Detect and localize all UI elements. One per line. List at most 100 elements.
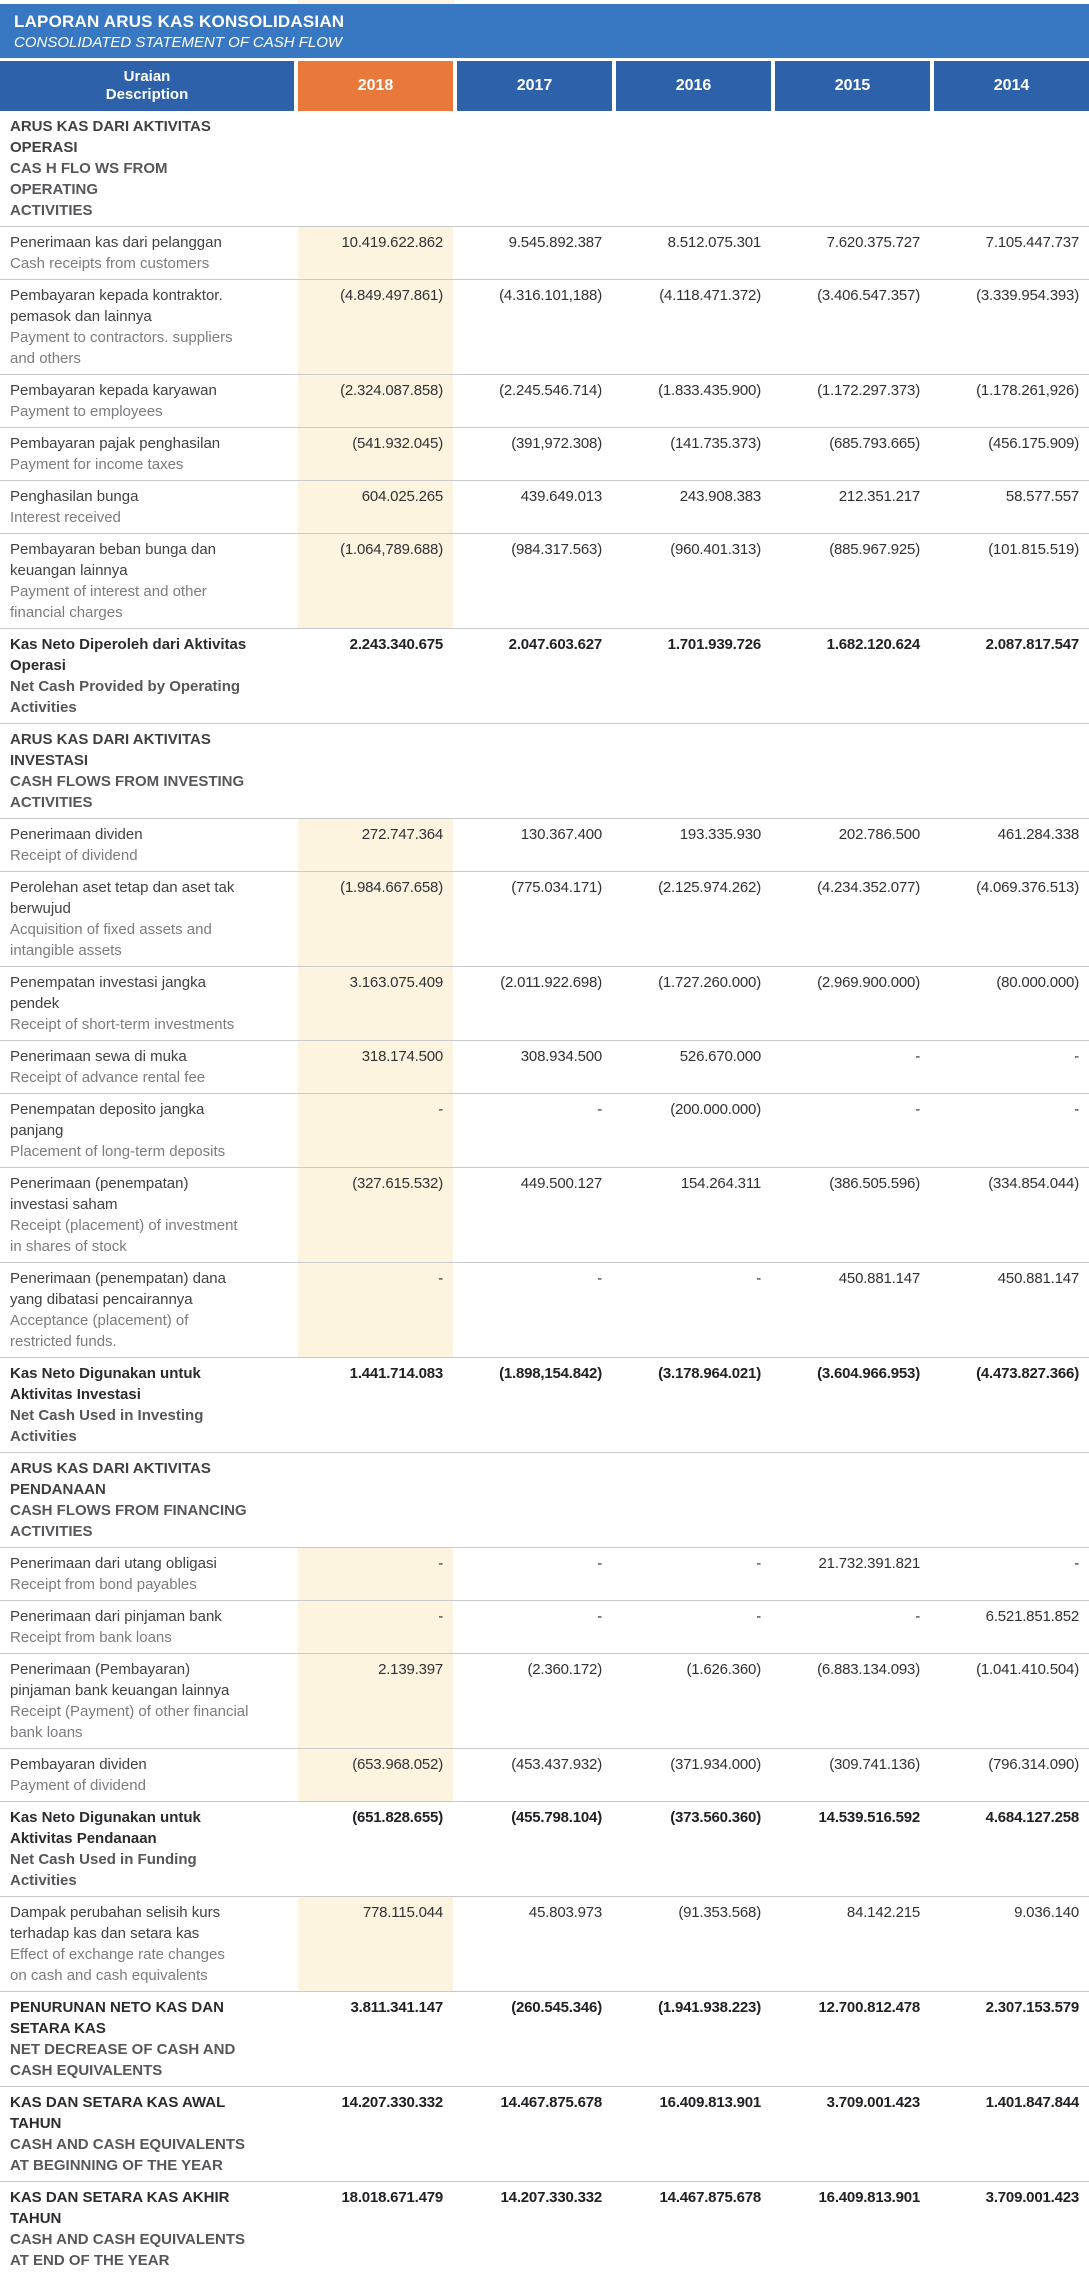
value-cell-2015: 212.351.217 <box>838 488 920 505</box>
row-label: Penerimaan kas dari pelanggan Cash receip… <box>0 227 294 279</box>
value-cell-2016: (960.401.313) <box>670 541 761 558</box>
row-label: Penerimaan (penempatan) investasi saham R… <box>0 1168 294 1262</box>
value-cell-2014: 3.709.001.423 <box>985 2189 1080 2206</box>
row-label: Perolehan aset tetap dan aset tak berwuj… <box>0 872 294 966</box>
row-label-english: Net Cash Provided by Operating Activitie… <box>10 678 241 716</box>
value-cell-2014: 58.577.557 <box>1005 488 1079 505</box>
value-cell-2018: (653.968.052) <box>294 1749 453 1801</box>
value-cell-2015: (3.604.966.953) <box>817 1365 920 1382</box>
row-label: Kas Neto Digunakan untuk Aktivitas Inves… <box>0 1358 294 1452</box>
row-label: Pembayaran kepada kontraktor. pemasok da… <box>0 280 294 374</box>
empty-cell-2018 <box>294 724 453 818</box>
value-cell-2014: (1.041.410.504) <box>976 1661 1079 1678</box>
row-label-english: Receipt from bond payables <box>10 1576 197 1593</box>
value-cell-2017: 9.545.892.387 <box>508 234 603 251</box>
table-row: Penerimaan dari utang obligasi Receipt fr… <box>0 1548 1089 1601</box>
value-cell-2018: 3.811.341.147 <box>350 1999 444 2016</box>
value-cell-2018: (651.828.655) <box>352 1809 443 1826</box>
row-label-english: CASH AND CASH EQUIVALENTS AT BEGINNING O… <box>10 2136 246 2174</box>
section-title-indonesian: ARUS KAS DARI AKTIVITAS OPERASI <box>10 118 211 156</box>
row-label-english: Receipt of dividend <box>10 847 138 864</box>
value-cell-2017: (2.360.172) <box>527 1661 602 1678</box>
row-label-indonesian: Penempatan investasi jangka pendek <box>10 974 206 1012</box>
value-cell-2018: 2.243.340.675 <box>349 636 444 653</box>
value-cell-2015: (6.883.134.093) <box>817 1661 920 1678</box>
value-cell-2015: (3.406.547.357) <box>817 287 920 304</box>
section-title-english: CASH FLOWS FROM FINANCING ACTIVITIES <box>10 1502 247 1540</box>
table-row: Penempatan deposito jangka panjang Placem… <box>0 1094 1089 1168</box>
row-label-indonesian: Penerimaan dividen <box>10 826 143 843</box>
row-label-indonesian: KAS DAN SETARA KAS AWAL TAHUN <box>10 2094 226 2132</box>
value-cell-2014: (334.854.044) <box>988 1175 1079 1192</box>
row-label: Penerimaan dari pinjaman bank Receipt fro… <box>0 1601 294 1653</box>
value-cell-2015: 450.881.147 <box>838 1270 920 1287</box>
value-cell-2016: (1.727.260.000) <box>658 974 761 991</box>
total-row: Kas Neto Digunakan untuk Aktivitas Penda… <box>0 1802 1089 1897</box>
value-cell-2018: (1.984.667.658) <box>294 872 453 966</box>
value-cell-2018: (4.849.497.861) <box>294 280 453 374</box>
table-body: ARUS KAS DARI AKTIVITAS OPERASI CAS H FLO… <box>0 111 1089 2276</box>
value-cell-2014: 4.684.127.258 <box>985 1809 1080 1826</box>
value-cell-2015: (2.969.900.000) <box>817 974 920 991</box>
value-cell-2014: (4.069.376.513) <box>976 879 1079 896</box>
row-label: KAS DAN SETARA KAS AWAL TAHUN CASH AND CA… <box>0 2087 294 2181</box>
section-heading: ARUS KAS DARI AKTIVITAS INVESTASI CASH FL… <box>0 724 294 818</box>
value-cell-2014: 2.087.817.547 <box>985 636 1080 653</box>
value-cell-2017: (453.437.932) <box>511 1756 602 1773</box>
top-strip <box>0 0 1089 4</box>
value-cell-2014: 1.401.847.844 <box>985 2094 1080 2111</box>
table-row: Penerimaan kas dari pelanggan Cash receip… <box>0 227 1089 280</box>
row-label: Penerimaan (Pembayaran) pinjaman bank ke… <box>0 1654 294 1748</box>
value-cell-2017: 2.047.603.627 <box>508 636 603 653</box>
value-cell-2018: - <box>294 1548 453 1600</box>
value-cell-2014: - <box>1074 1048 1079 1065</box>
table-row: Penempatan investasi jangka pendek Receip… <box>0 967 1089 1041</box>
value-cell-2017: 45.803.973 <box>528 1904 602 1921</box>
row-label: Penerimaan (penempatan) dana yang dibata… <box>0 1263 294 1357</box>
row-label: Kas Neto Diperoleh dari Aktivitas Operas… <box>0 629 294 723</box>
section-title-indonesian: ARUS KAS DARI AKTIVITAS INVESTASI <box>10 731 211 769</box>
row-label-indonesian: Pembayaran kepada kontraktor. pemasok da… <box>10 287 223 325</box>
row-label-english: Receipt of short-term investments <box>10 1016 235 1033</box>
row-label-indonesian: KAS DAN SETARA KAS AKHIR TAHUN <box>10 2189 230 2227</box>
row-label-english: Payment to employees <box>10 403 163 420</box>
value-cell-2014: (1.178.261,926) <box>976 382 1079 399</box>
value-cell-2018: (1.064,789.688) <box>294 534 453 628</box>
value-cell-2018: - <box>294 1601 453 1653</box>
value-cell-2017: 439.649.013 <box>520 488 602 505</box>
table-column-header: Uraian Description 2018 2017 2016 2015 2… <box>0 61 1089 111</box>
row-label-indonesian: Dampak perubahan selisih kurs terhadap k… <box>10 1904 221 1942</box>
value-cell-2018: 1.441.714.083 <box>349 1365 444 1382</box>
empty-cell-2016 <box>612 724 771 818</box>
row-label-english: Payment to contractors. suppliers and ot… <box>10 329 233 367</box>
total-row: KAS DAN SETARA KAS AKHIR TAHUN CASH AND C… <box>0 2182 1089 2276</box>
section-heading: ARUS KAS DARI AKTIVITAS PENDANAAN CASH FL… <box>0 1453 294 1547</box>
column-header-2017: 2017 <box>453 61 612 111</box>
empty-cell-2018 <box>294 1453 453 1547</box>
row-label-indonesian: Penerimaan dari utang obligasi <box>10 1555 217 1572</box>
value-cell-2017: - <box>597 1555 602 1572</box>
value-cell-2014: (80.000.000) <box>996 974 1079 991</box>
total-row: Kas Neto Digunakan untuk Aktivitas Inves… <box>0 1358 1089 1453</box>
value-cell-2016: (371.934.000) <box>670 1756 761 1773</box>
value-cell-2016: 14.467.875.678 <box>659 2189 762 2206</box>
value-cell-2016: (141.735.373) <box>670 435 761 452</box>
value-cell-2014: (4.473.827.366) <box>976 1365 1079 1382</box>
total-row: KAS DAN SETARA KAS AWAL TAHUN CASH AND CA… <box>0 2087 1089 2182</box>
empty-cell-2014 <box>930 724 1089 818</box>
row-label: Kas Neto Digunakan untuk Aktivitas Penda… <box>0 1802 294 1896</box>
value-cell-2014: 461.284.338 <box>997 826 1079 843</box>
value-cell-2017: (2.245.546.714) <box>499 382 602 399</box>
row-label-english: Receipt (Payment) of other financial ban… <box>10 1703 249 1741</box>
row-label-indonesian: Kas Neto Digunakan untuk Aktivitas Inves… <box>10 1365 201 1403</box>
value-cell-2018: 2.139.397 <box>294 1654 453 1748</box>
value-cell-2014: 450.881.147 <box>997 1270 1079 1287</box>
value-cell-2014: - <box>1074 1555 1079 1572</box>
value-cell-2017: (984.317.563) <box>511 541 602 558</box>
value-cell-2015: - <box>915 1608 920 1625</box>
row-label-english: Receipt from bank loans <box>10 1629 172 1646</box>
value-cell-2015: - <box>915 1048 920 1065</box>
value-cell-2017: (455.798.104) <box>511 1809 602 1826</box>
row-label-english: Net Cash Used in Funding Activities <box>10 1851 197 1889</box>
table-row: Pembayaran kepada karyawan Payment to emp… <box>0 375 1089 428</box>
